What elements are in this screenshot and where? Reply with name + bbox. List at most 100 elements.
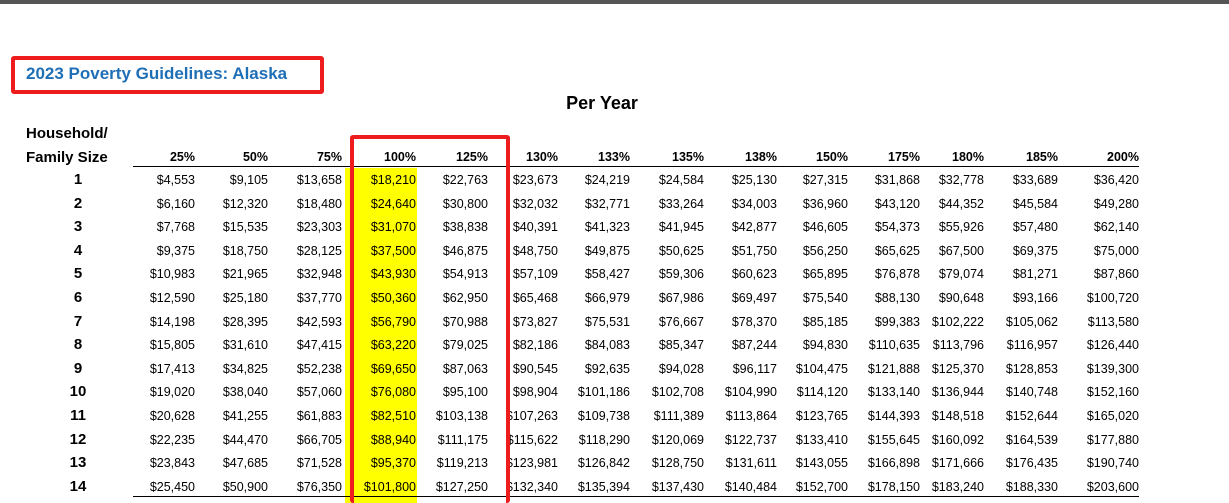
table-cell: $94,830 xyxy=(802,338,848,353)
table-cell: $25,180 xyxy=(222,291,268,305)
table-cell: $32,032 xyxy=(512,196,558,211)
table-cell: $113,796 xyxy=(932,338,984,353)
table-cell: $32,948 xyxy=(296,267,342,282)
table-cell: $140,484 xyxy=(724,479,777,494)
table-row: 5 $10,983 $21,965 $32,948 $43,930 $54,913 $57,… xyxy=(0,262,1229,286)
table-cell: $137,430 xyxy=(651,479,704,494)
column-header: 138% xyxy=(745,150,777,164)
table-cell: $36,960 xyxy=(802,196,848,211)
table-row: 6 $12,590 $25,180 $37,770 $50,360 $62,950 $65,… xyxy=(0,286,1229,310)
table-cell: $44,470 xyxy=(222,432,268,447)
column-header: 180% xyxy=(952,150,984,164)
table-cell: $38,040 xyxy=(222,385,268,400)
table-cell: $32,778 xyxy=(938,173,984,187)
table-cell: $10,983 xyxy=(149,267,195,282)
table-cell: $75,000 xyxy=(1093,243,1139,258)
table-cell: $33,264 xyxy=(658,196,704,211)
table-cell: $23,673 xyxy=(512,173,558,187)
table-cell: $132,340 xyxy=(505,479,558,494)
table-cell: $27,315 xyxy=(802,173,848,187)
table-cell: $19,020 xyxy=(149,385,195,400)
table-cell: $107,263 xyxy=(505,409,558,423)
table-cell: $79,025 xyxy=(442,338,488,353)
table-cell: $43,930 xyxy=(370,267,416,282)
column-header: 135% xyxy=(672,150,704,164)
table-cell: $104,475 xyxy=(795,361,848,376)
table-cell: $46,875 xyxy=(442,243,488,258)
table-row: 12 $22,235 $44,470 $66,705 $88,940 $111,175 $1… xyxy=(0,428,1229,452)
table-cell: $177,880 xyxy=(1086,432,1139,447)
table-cell: $62,140 xyxy=(1093,220,1139,235)
table-cell: $82,186 xyxy=(512,338,558,353)
table-cell: $31,070 xyxy=(370,220,416,235)
table-cell: $118,290 xyxy=(578,432,630,447)
table-cell: $50,360 xyxy=(370,291,416,305)
table-cell: $25,450 xyxy=(149,479,195,494)
table-cell: $203,600 xyxy=(1086,479,1139,494)
table-cell: $38,838 xyxy=(442,220,488,235)
table-cell: $62,950 xyxy=(442,291,488,305)
table-cell: $76,080 xyxy=(370,385,416,400)
table-cell: $28,125 xyxy=(296,243,342,258)
table-cell: $93,166 xyxy=(1012,291,1058,305)
table-cell: $31,868 xyxy=(874,173,920,187)
table-cell: $55,926 xyxy=(938,220,984,235)
table-cell: $88,130 xyxy=(874,291,920,305)
household-size-cell: 4 xyxy=(73,241,83,259)
table-cell: $136,944 xyxy=(931,385,984,400)
table-cell: $58,427 xyxy=(584,267,630,282)
table-cell: $95,370 xyxy=(370,456,416,471)
household-size-cell: 14 xyxy=(69,477,87,495)
table-cell: $50,900 xyxy=(222,479,268,494)
table-cell: $109,738 xyxy=(577,409,630,423)
table-cell: $104,990 xyxy=(724,385,777,400)
table-cell: $45,584 xyxy=(1012,196,1058,211)
table-cell: $143,055 xyxy=(795,456,848,471)
table-cell: $33,689 xyxy=(1012,173,1058,187)
table-cell: $57,060 xyxy=(296,385,342,400)
column-header: 150% xyxy=(816,150,848,164)
table-cell: $85,347 xyxy=(658,338,704,353)
table-cell: $75,531 xyxy=(584,314,630,329)
table-cell: $76,878 xyxy=(874,267,920,282)
table-cell: $135,394 xyxy=(577,479,630,494)
table-cell: $65,895 xyxy=(802,267,848,282)
table-cell: $12,320 xyxy=(222,196,268,211)
table-cell: $84,083 xyxy=(584,338,630,353)
table-cell: $155,645 xyxy=(867,432,920,447)
table-cell: $47,685 xyxy=(222,456,268,471)
table-cell: $41,323 xyxy=(584,220,630,235)
household-size-cell: 13 xyxy=(69,454,87,472)
table-cell: $131,611 xyxy=(725,456,777,471)
table-cell: $24,640 xyxy=(370,196,416,211)
table-cell: $90,545 xyxy=(512,361,558,376)
table-cell: $42,877 xyxy=(731,220,777,235)
table-cell: $18,210 xyxy=(370,173,416,187)
table-cell: $152,644 xyxy=(1005,409,1058,423)
table-cell: $176,435 xyxy=(1005,456,1058,471)
table-cell: $133,410 xyxy=(795,432,848,447)
table-cell: $171,666 xyxy=(931,456,984,471)
table-bottom-line xyxy=(133,496,1139,497)
table-subtitle: Per Year xyxy=(566,93,638,113)
table-cell: $28,395 xyxy=(222,314,268,329)
household-size-label: Household/ Family Size xyxy=(26,122,108,170)
table-cell: $21,965 xyxy=(222,267,268,282)
table-cell: $18,750 xyxy=(222,243,268,258)
table-cell: $102,708 xyxy=(651,385,704,400)
title-annotation-box xyxy=(11,56,324,94)
table-cell: $164,539 xyxy=(1005,432,1058,447)
table-cell: $73,827 xyxy=(512,314,558,329)
table-cell: $81,271 xyxy=(1012,267,1058,282)
table-cell: $36,420 xyxy=(1093,173,1139,187)
table-cell: $25,130 xyxy=(731,173,777,187)
table-cell: $67,500 xyxy=(938,243,984,258)
table-cell: $15,805 xyxy=(149,338,195,353)
table-row: 8 $15,805 $31,610 $47,415 $63,220 $79,025 $82,… xyxy=(0,333,1229,357)
table-cell: $14,198 xyxy=(149,314,195,329)
table-cell: $31,610 xyxy=(222,338,268,353)
table-cell: $165,020 xyxy=(1086,409,1139,423)
household-size-cell: 8 xyxy=(73,336,83,354)
household-size-cell: 3 xyxy=(73,218,83,236)
columns-annotation-box xyxy=(350,135,510,503)
